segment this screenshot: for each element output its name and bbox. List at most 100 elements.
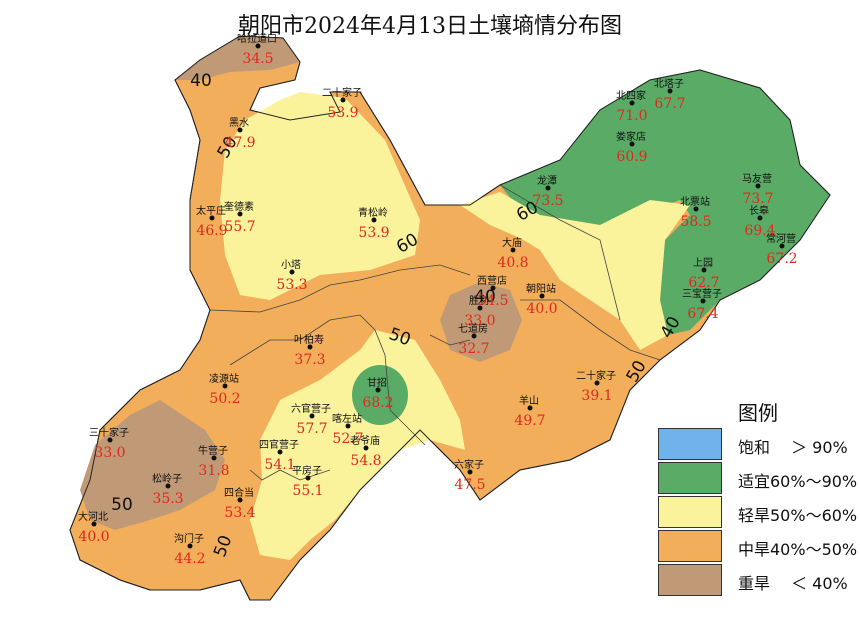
station-value: 54.8 xyxy=(350,453,381,469)
station-value: 33.0 xyxy=(464,313,495,329)
station: 凌源站 50.2 xyxy=(209,372,241,407)
station-value: 57.7 xyxy=(296,421,327,437)
station-value: 71.0 xyxy=(616,108,647,124)
station-value: 67.4 xyxy=(687,306,718,322)
station-dot xyxy=(527,405,533,411)
station-value: 49.7 xyxy=(514,413,545,429)
station-name: 七道房 xyxy=(458,322,488,335)
legend-swatch xyxy=(658,428,722,460)
station-dot xyxy=(375,387,381,393)
station-value: 40.0 xyxy=(526,301,557,317)
station-name: 叶柏寿 xyxy=(294,333,324,346)
station-value: 53.9 xyxy=(358,225,389,241)
station-value: 47.9 xyxy=(224,135,255,151)
station-name: 西营店 xyxy=(477,274,507,287)
station: 羊山 49.7 xyxy=(514,394,545,429)
station-dot xyxy=(700,298,706,304)
station-value: 50.2 xyxy=(209,391,240,407)
station-name: 胜利 xyxy=(469,295,489,307)
map-title: 朝阳市2024年4月13日土壤墒情分布图 xyxy=(238,14,622,39)
station-dot xyxy=(701,267,707,273)
station-name: 太平庄 xyxy=(196,204,226,217)
legend-item: 中旱40%～50% xyxy=(658,530,858,566)
station-value: 67.7 xyxy=(654,96,685,112)
station-value: 69.4 xyxy=(744,223,775,239)
legend-item: 轻旱50%～60% xyxy=(658,496,858,532)
station-dot xyxy=(693,206,699,212)
region-light-drought-central xyxy=(250,330,465,560)
isoline-label: 40 xyxy=(474,287,496,307)
station: 北票站 58.5 xyxy=(680,195,712,230)
station-name: 长皋 xyxy=(749,204,769,217)
station-value: 31.8 xyxy=(198,463,229,479)
legend-swatch xyxy=(658,462,722,494)
station: 奎德素 55.7 xyxy=(224,200,256,235)
legend-title: 图例 xyxy=(738,401,778,425)
station-dot xyxy=(91,521,97,527)
region-severe-drought-southwest xyxy=(80,400,225,530)
station: 大庙 40.8 xyxy=(497,236,528,271)
station-value: 73.7 xyxy=(742,191,773,207)
station-value: 53.3 xyxy=(276,277,307,293)
station: 沟门子 44.2 xyxy=(174,532,206,567)
station-dot xyxy=(539,293,545,299)
station: 龙潭 73.5 xyxy=(532,174,563,209)
station: 胜利 33.0 xyxy=(464,295,495,329)
station-value: 34.5 xyxy=(242,51,273,67)
station-value: 39.1 xyxy=(581,388,612,404)
station-name: 羊山 xyxy=(519,394,539,407)
station-value: 53.4 xyxy=(224,505,255,521)
station: 平房子 55.1 xyxy=(292,464,324,499)
station-name: 二十家子 xyxy=(576,369,616,382)
station: 松岭子 35.3 xyxy=(152,472,184,507)
station-dot xyxy=(471,333,477,339)
station-value: 34.5 xyxy=(477,293,508,309)
station-value: 46.9 xyxy=(196,223,227,239)
station-value: 67.2 xyxy=(766,251,797,267)
station-dot xyxy=(363,445,369,451)
station-name: 六官营子 xyxy=(291,402,331,415)
station: 小塔 53.3 xyxy=(276,258,307,293)
station-name: 甘招 xyxy=(367,376,387,389)
legend-item: 适宜60%～90% xyxy=(658,462,858,498)
station: 三十家子 33.0 xyxy=(89,426,129,461)
station-dot xyxy=(255,43,261,49)
station-dot xyxy=(305,475,311,481)
station: 哈拉道口 34.5 xyxy=(237,32,277,67)
station-value: 47.5 xyxy=(454,477,485,493)
station-dot xyxy=(187,543,193,549)
station-name: 奎德素 xyxy=(224,200,254,213)
station-name: 大河北 xyxy=(78,510,108,523)
station-value: 33.0 xyxy=(94,445,125,461)
isoline-label: 50 xyxy=(111,495,133,515)
station-name: 常河营 xyxy=(766,232,796,245)
station-dot xyxy=(371,217,377,223)
station-name: 朝阳站 xyxy=(526,282,556,295)
station-dot xyxy=(222,383,228,389)
station-dot xyxy=(289,269,295,275)
station-dot xyxy=(490,285,496,291)
station: 北塔子 67.7 xyxy=(654,77,686,112)
station-name: 青松岭 xyxy=(358,206,388,219)
station-dot xyxy=(340,97,346,103)
station-name: 喀左站 xyxy=(332,412,362,425)
station: 七道房 32.7 xyxy=(458,322,490,357)
station: 六官营子 57.7 xyxy=(291,402,331,437)
station-value: 73.5 xyxy=(532,193,563,209)
station-value: 35.3 xyxy=(152,491,183,507)
station-value: 55.7 xyxy=(224,219,255,235)
station: 常河营 67.2 xyxy=(766,232,798,267)
isoline-label: 40 xyxy=(190,71,212,91)
station-name: 老爷庙 xyxy=(350,434,380,447)
station-value: 58.5 xyxy=(680,214,711,230)
station-value: 37.3 xyxy=(294,352,325,368)
station-name: 马友营 xyxy=(742,172,772,185)
region-light-drought-northwest xyxy=(220,92,420,300)
county-boundaries xyxy=(209,184,661,481)
region-severe-drought-north xyxy=(175,36,300,80)
legend-swatch xyxy=(658,530,722,562)
station-dot xyxy=(237,127,243,133)
station: 甘招 68.2 xyxy=(362,376,393,411)
station: 四合当 53.4 xyxy=(224,486,256,521)
